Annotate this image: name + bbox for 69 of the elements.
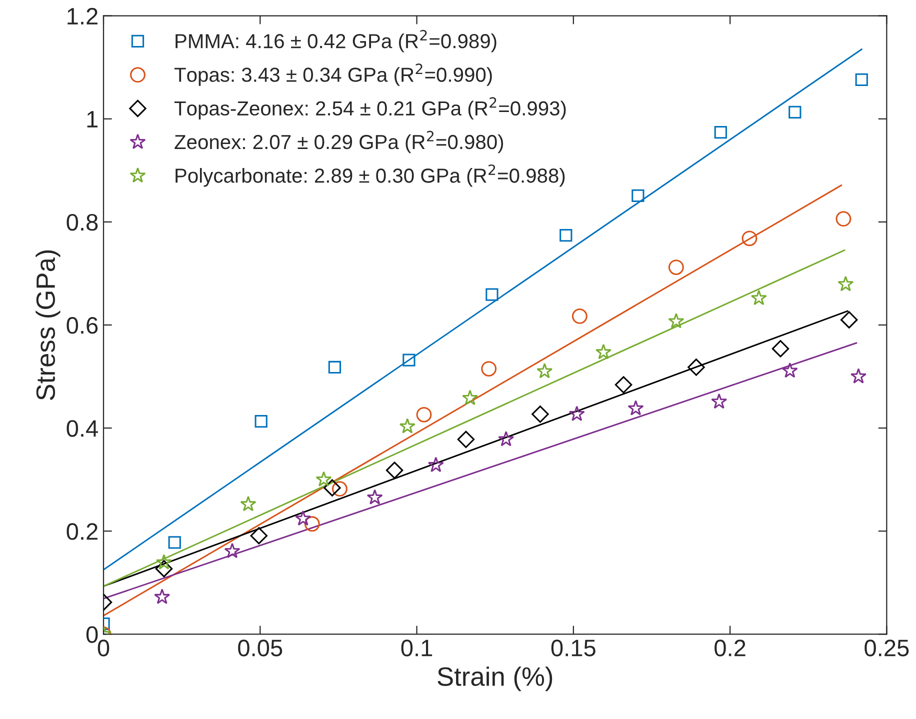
point [536, 362, 553, 378]
point [750, 290, 767, 306]
y-tick-label: 0.6 [66, 317, 98, 334]
point [742, 230, 758, 246]
point [614, 376, 632, 394]
point [840, 311, 858, 328]
x-tick-label: 0.15 [551, 640, 596, 656]
y-tick-label: 0.4 [66, 420, 98, 437]
point [295, 510, 312, 526]
point [168, 536, 181, 549]
point [632, 189, 644, 202]
x-tick-label: 0.2 [714, 640, 746, 656]
point [498, 430, 514, 446]
point [532, 406, 549, 423]
point [486, 288, 498, 301]
y-axis-title: Stress (GPa) [36, 250, 60, 400]
point [772, 340, 790, 358]
point [154, 588, 170, 604]
point [595, 344, 612, 360]
legend-label: PMMA: 4.16 ± 0.42 GPa (R$^{2}$=0.989) [176, 30, 496, 52]
point [155, 560, 173, 578]
x-tick-label: 0 [98, 640, 110, 656]
y-tick-label: 0 [86, 626, 98, 643]
point [254, 415, 268, 428]
point [560, 229, 572, 242]
point [714, 126, 727, 139]
point [668, 260, 684, 275]
point [711, 393, 728, 409]
point [304, 516, 320, 532]
point [462, 390, 478, 406]
legend-label: Zeonex: 2.07 ± 0.29 GPa (R$^{2}$=0.980) [174, 130, 504, 154]
point [428, 456, 444, 472]
point [399, 418, 416, 434]
point [324, 479, 341, 496]
point [836, 211, 852, 227]
point [782, 362, 798, 378]
x-tick-label: 0.25 [864, 640, 909, 656]
y-tick-label: 1 [87, 111, 98, 128]
point [481, 361, 497, 376]
point [628, 400, 644, 416]
point [850, 368, 867, 384]
point [386, 462, 404, 479]
point [240, 496, 256, 512]
legend-label: Topas-Zeonex: 2.54 ± 0.21 GPa (R$^{2}$=0.993) [174, 97, 566, 120]
point [838, 276, 854, 292]
x-tick-label: 0.05 [238, 640, 282, 656]
legend-label: Polycarbonate: 2.89 ± 0.30 GPa (R$^{2}$=0.988) [176, 164, 565, 187]
point [788, 106, 802, 118]
point [688, 358, 705, 376]
point [332, 481, 348, 497]
y-tick-label: 1.2 [68, 8, 98, 24]
point [316, 471, 332, 487]
x-axis-title: Strain (%) [438, 666, 552, 692]
legend-label: Topas: 3.43 ± 0.34 GPa (R$^{2}$=0.990) [174, 64, 492, 86]
point [402, 354, 416, 366]
point [366, 489, 383, 505]
x-tick-label: 0.1 [401, 640, 432, 656]
point [457, 430, 475, 448]
point [328, 360, 342, 374]
point [668, 312, 684, 328]
point [572, 308, 588, 324]
point [568, 406, 585, 422]
point [416, 406, 432, 422]
y-tick-label: 0.8 [66, 214, 98, 231]
point [855, 73, 868, 86]
point [224, 542, 240, 558]
y-tick-label: 0.2 [66, 523, 98, 540]
point [250, 527, 268, 544]
point [156, 554, 172, 570]
